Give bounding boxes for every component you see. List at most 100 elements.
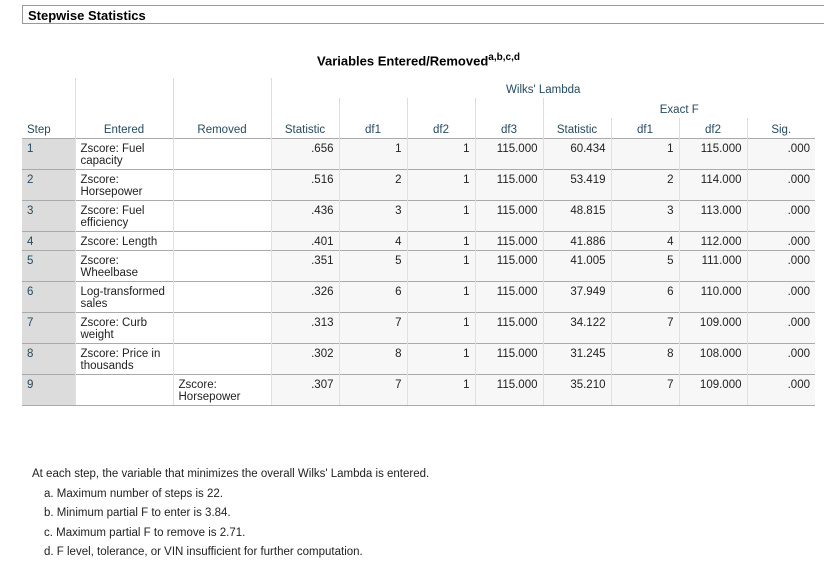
column-header: Statistic — [270, 118, 339, 139]
table-cell: 60.434 — [542, 138, 611, 170]
table-cell: .000 — [746, 374, 815, 406]
table-cell: 115.000 — [474, 231, 543, 251]
table-row: 9 Zscore: Horsepower .307 7 1 115.000 35.210 7 1… — [22, 374, 815, 406]
header-spacer — [474, 98, 543, 118]
table-cell — [172, 200, 271, 232]
table-row: 3 Zscore: Fuel efficiency .436 3 1 115.000 48.… — [22, 200, 815, 232]
table-cell: Log-transformed sales — [74, 281, 173, 313]
header-spacer — [406, 98, 475, 118]
table-cell: 7 — [610, 374, 679, 406]
table-cell: 109.000 — [678, 374, 747, 406]
footnote: b. Minimum partial F to enter is 3.84. — [44, 507, 231, 520]
table-cell: Zscore: Fuel capacity — [74, 138, 173, 170]
title-superscript: a,b,c,d — [488, 52, 520, 63]
table-cell: .000 — [746, 138, 815, 170]
table-cell: .516 — [270, 169, 339, 201]
table-cell: 111.000 — [678, 250, 747, 282]
table-cell: 6 — [610, 281, 679, 313]
subgroup-header: Exact F — [542, 98, 815, 118]
table-cell — [74, 374, 173, 406]
table-row: 7 Zscore: Curb weight .313 7 1 115.000 34.122 7… — [22, 312, 815, 344]
table-cell: .000 — [746, 200, 815, 232]
table-cell: 7 — [22, 312, 75, 344]
table-cell: 109.000 — [678, 312, 747, 344]
table-row: 4 Zscore: Length .401 4 1 115.000 41.886 4 112.0… — [22, 231, 815, 251]
header-spacer — [338, 98, 407, 118]
table-row: 1 Zscore: Fuel capacity .656 1 1 115.000 60.43… — [22, 138, 815, 170]
table-cell: 115.000 — [474, 374, 543, 406]
table-title: Variables Entered/Removeda,b,c,d — [22, 52, 815, 68]
table-cell — [172, 169, 271, 201]
table-row: 2 Zscore: Horsepower .516 2 1 115.000 53.419 2 1… — [22, 169, 815, 201]
table-cell: 3 — [22, 200, 75, 232]
table-cell: 31.245 — [542, 343, 611, 375]
table-cell: 4 — [22, 231, 75, 251]
table-cell: 3 — [338, 200, 407, 232]
table-cell: 8 — [338, 343, 407, 375]
column-header: df2 — [406, 118, 475, 139]
table-cell: Zscore: Price in thousands — [74, 343, 173, 375]
column-header: Statistic — [542, 118, 611, 139]
header-row: Step Entered Removed Wilks' Lambda — [22, 78, 815, 139]
table-cell: 115.000 — [474, 281, 543, 313]
table-cell: .302 — [270, 343, 339, 375]
table-cell: .000 — [746, 312, 815, 344]
table-cell: 41.886 — [542, 231, 611, 251]
table-cell: .401 — [270, 231, 339, 251]
table-cell: 1 — [406, 281, 475, 313]
table-cell: 53.419 — [542, 169, 611, 201]
table-cell: 4 — [338, 231, 407, 251]
table-cell — [172, 312, 271, 344]
table-cell: 1 — [406, 374, 475, 406]
group-header: Wilks' Lambda — [270, 78, 815, 98]
table-cell: 115.000 — [474, 169, 543, 201]
table-cell: Zscore: Curb weight — [74, 312, 173, 344]
table-cell: Zscore: Fuel efficiency — [74, 200, 173, 232]
footnote: d. F level, tolerance, or VIN insufficie… — [44, 546, 363, 559]
stats-table: Step Entered Removed Wilks' Lambda Exact F St… — [22, 78, 815, 406]
title-text: Variables Entered/Removed — [317, 53, 489, 69]
table-row: 8 Zscore: Price in thousands .302 8 1 115.000… — [22, 343, 815, 375]
table-cell: .000 — [746, 250, 815, 282]
column-header: df2 — [678, 118, 747, 139]
table-cell: 115.000 — [474, 343, 543, 375]
table-cell — [172, 281, 271, 313]
table-cell: Zscore: Horsepower — [74, 169, 173, 201]
header-row: Statistic df1 df2 df3 Statistic df1 df2 Sig. — [22, 118, 815, 139]
table-cell — [172, 343, 271, 375]
table-cell: .000 — [746, 231, 815, 251]
column-header: Sig. — [746, 118, 815, 139]
table-cell: 2 — [22, 169, 75, 201]
output-header: Stepwise Statistics — [22, 5, 824, 24]
table-cell: 8 — [22, 343, 75, 375]
column-header: df1 — [610, 118, 679, 139]
header-row: Exact F — [22, 98, 815, 118]
column-header: df1 — [338, 118, 407, 139]
table-cell: .000 — [746, 343, 815, 375]
table-row: 5 Zscore: Wheelbase .351 5 1 115.000 41.005 5 11… — [22, 250, 815, 282]
table-cell: 110.000 — [678, 281, 747, 313]
table-cell: 2 — [610, 169, 679, 201]
table-cell: 7 — [610, 312, 679, 344]
column-header: Removed — [172, 78, 271, 139]
table-cell: 1 — [22, 138, 75, 170]
footnote: c. Maximum partial F to remove is 2.71. — [44, 526, 246, 539]
table-cell: 6 — [22, 281, 75, 313]
table-cell: 7 — [338, 374, 407, 406]
table-row: 6 Log-transformed sales .326 6 1 115.000 37.94… — [22, 281, 815, 313]
table-cell: 108.000 — [678, 343, 747, 375]
table-cell: 115.000 — [474, 250, 543, 282]
table-cell — [172, 231, 271, 251]
table-cell — [172, 250, 271, 282]
table-cell: 1 — [406, 200, 475, 232]
table-cell: 115.000 — [474, 200, 543, 232]
table-cell: 1 — [406, 343, 475, 375]
table-cell: .656 — [270, 138, 339, 170]
table-cell: .436 — [270, 200, 339, 232]
table-cell: 1 — [406, 312, 475, 344]
table-cell: 115.000 — [474, 138, 543, 170]
table-cell: .313 — [270, 312, 339, 344]
table-cell: .000 — [746, 281, 815, 313]
table-cell: 1 — [406, 250, 475, 282]
table-cell: 7 — [338, 312, 407, 344]
